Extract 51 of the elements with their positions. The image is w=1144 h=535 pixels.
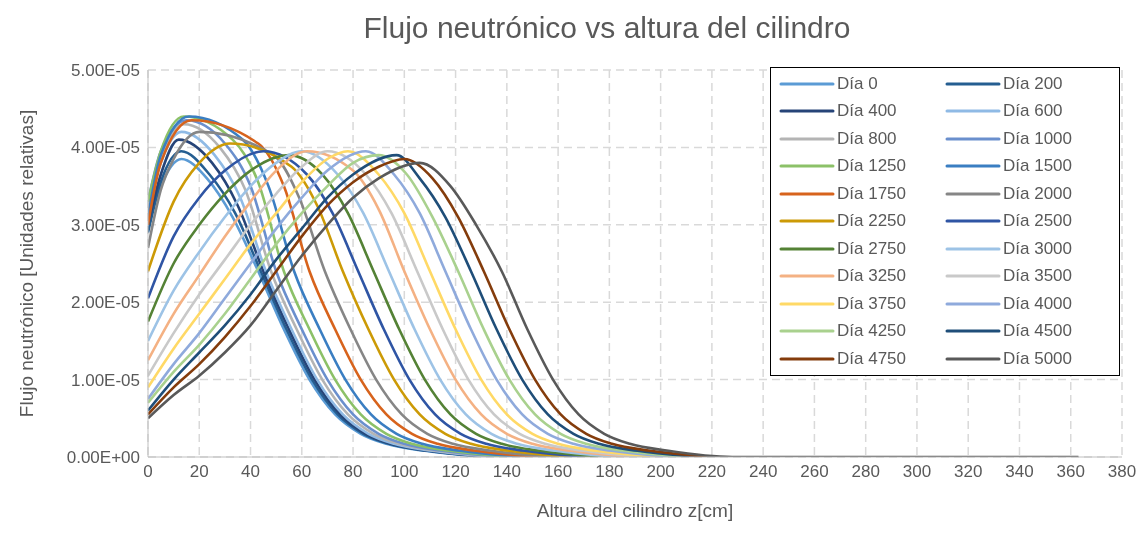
x-tick-label: 340: [1005, 462, 1034, 482]
legend-label: Día 400: [837, 101, 897, 122]
x-tick-label: 240: [748, 462, 778, 482]
x-tick-label: 200: [646, 462, 675, 482]
x-tick-label: 0: [143, 462, 153, 482]
legend-label: Día 5000: [1003, 348, 1072, 369]
x-tick-label: 40: [241, 462, 260, 482]
legend-label: Día 2250: [837, 211, 906, 232]
x-tick-label: 80: [343, 462, 363, 482]
legend-label: Día 3500: [1003, 266, 1072, 287]
legend-label: Día 2000: [1003, 183, 1072, 204]
x-axis-title: Altura del cilindro z[cm]: [536, 500, 734, 521]
x-tick-label: 60: [292, 462, 312, 482]
y-tick-label: 5.00E-05: [71, 61, 140, 81]
x-tick-label: 380: [1107, 462, 1137, 482]
y-tick-label: 2.00E-05: [71, 293, 140, 313]
x-tick-label: 220: [697, 462, 727, 482]
x-tick-label: 300: [902, 462, 932, 482]
y-axis-title: Flujo neutrónico [Unidades relativas]: [15, 109, 37, 418]
y-tick-label: 3.00E-05: [71, 215, 140, 235]
legend-label: Día 4250: [837, 321, 906, 342]
legend-label: Día 1250: [837, 156, 906, 177]
legend-label: Día 800: [837, 128, 897, 149]
x-tick-label: 180: [595, 462, 624, 482]
x-tick-label: 280: [851, 462, 880, 482]
legend-label: Día 4000: [1003, 293, 1072, 314]
x-tick-label: 20: [189, 462, 209, 482]
legend-label: Día 3250: [837, 266, 906, 287]
x-tick-label: 140: [492, 462, 522, 482]
legend-label: Día 600: [1003, 101, 1063, 122]
x-tick-label: 320: [954, 462, 983, 482]
chart-title: Flujo neutrónico vs altura del cilindro: [362, 10, 852, 46]
x-tick-label: 100: [390, 462, 419, 482]
legend-label: Día 4750: [837, 348, 906, 369]
y-tick-label: 1.00E-05: [71, 370, 140, 390]
legend-label: Día 2500: [1003, 211, 1072, 232]
legend-label: Día 1000: [1003, 128, 1072, 149]
x-tick-label: 160: [543, 462, 573, 482]
legend-label: Día 3750: [837, 293, 906, 314]
legend-label: Día 0: [837, 73, 878, 94]
x-tick-label: 120: [441, 462, 470, 482]
y-tick-label: 0.00E+00: [66, 448, 140, 468]
legend-label: Día 2750: [837, 238, 906, 259]
legend-label: Día 1500: [1003, 156, 1072, 177]
y-tick-label: 4.00E-05: [71, 138, 140, 158]
legend-label: Día 4500: [1003, 321, 1072, 342]
x-tick-label: 360: [1056, 462, 1085, 482]
legend-label: Día 200: [1003, 73, 1063, 94]
legend-label: Día 3000: [1003, 238, 1072, 259]
x-tick-label: 260: [800, 462, 829, 482]
legend-label: Día 1750: [837, 183, 906, 204]
